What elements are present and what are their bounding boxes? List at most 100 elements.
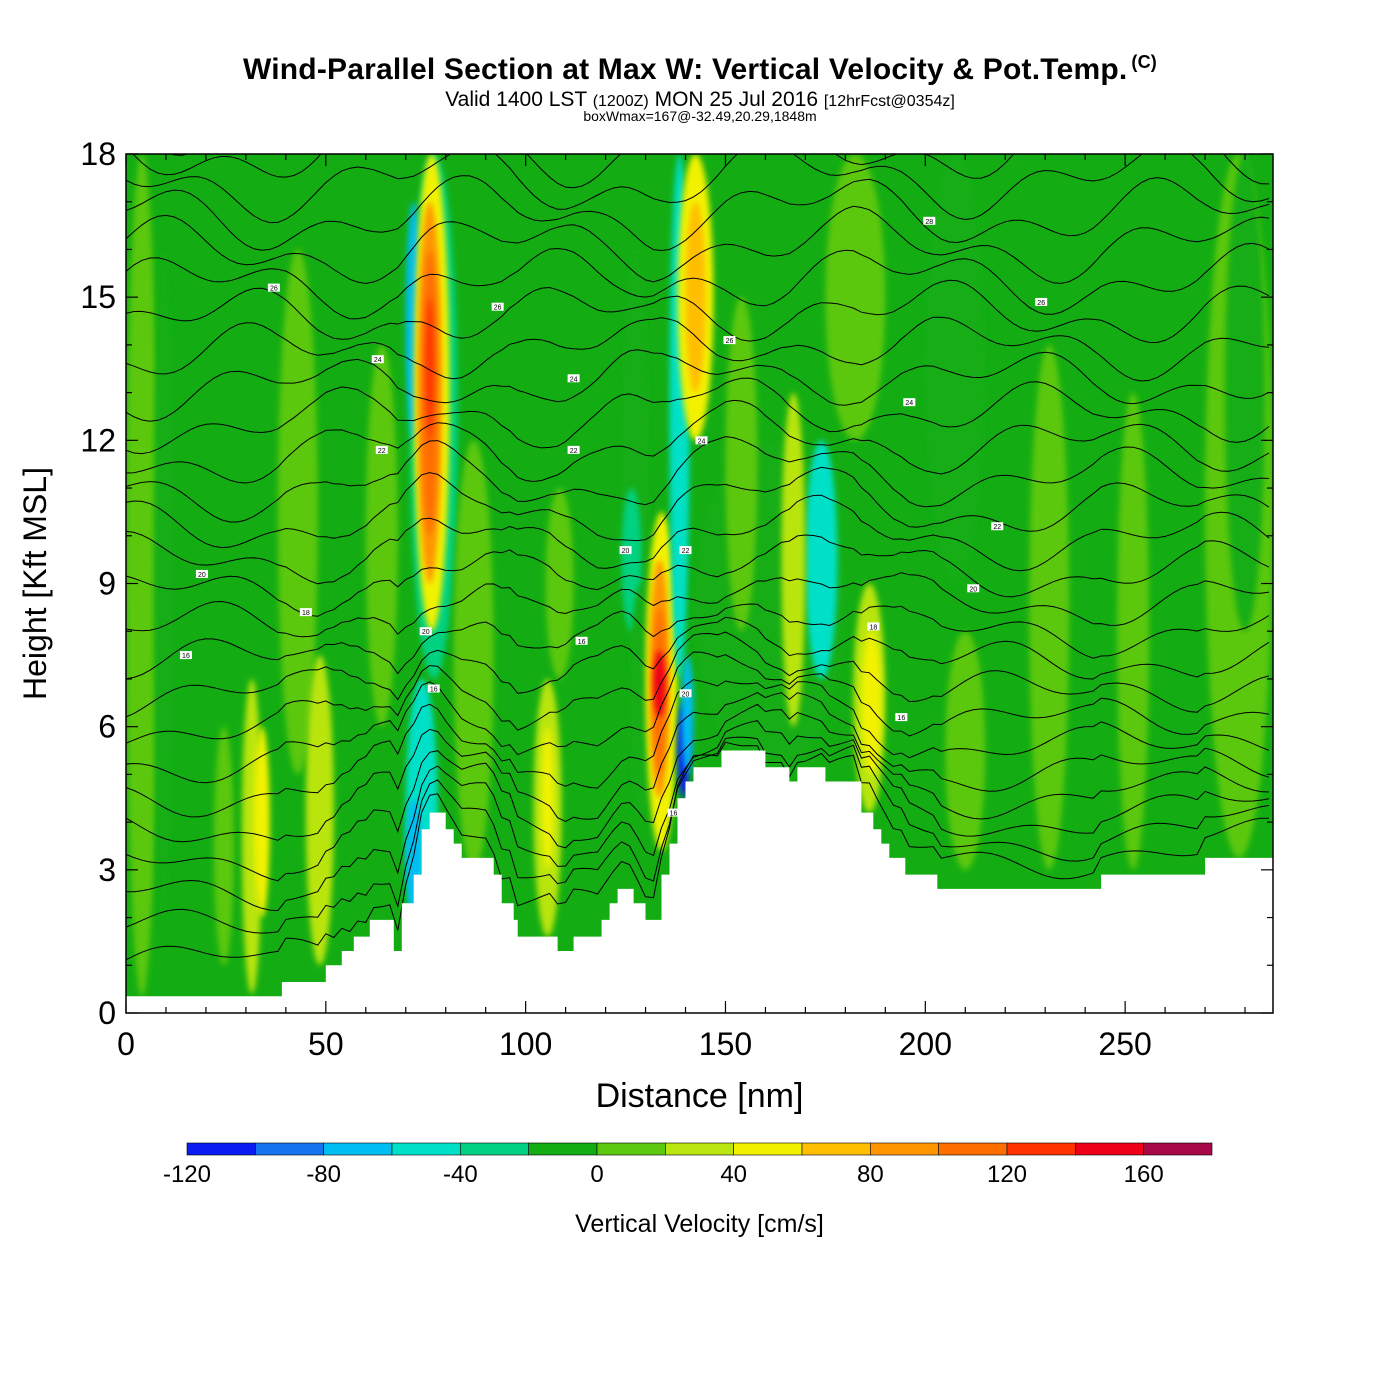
- x-axis-label: Distance [nm]: [596, 1077, 804, 1115]
- contour-label: 26: [494, 305, 502, 312]
- colorbar-swatch: [528, 1142, 598, 1156]
- contour-label-box: [903, 398, 916, 407]
- contour-label-box: [195, 569, 208, 578]
- contour-label: 28: [925, 219, 933, 226]
- colorbar-swatch: [460, 1142, 529, 1156]
- theta-contour-line: [126, 572, 1270, 638]
- contour-label: 20: [622, 548, 630, 555]
- colorbar-swatch: [733, 1142, 803, 1156]
- contour-label: 16: [578, 639, 586, 646]
- colorbar-swatch: [391, 1142, 461, 1156]
- theta-contour-line: [126, 741, 1270, 961]
- contour-label: 16: [182, 653, 190, 660]
- contour-label-box: [267, 283, 280, 292]
- contour-label-box: [619, 546, 632, 555]
- x-tick-label: 200: [899, 1026, 952, 1062]
- contour-label: 18: [302, 610, 310, 617]
- contour-label-box: [375, 445, 388, 454]
- x-tick-label: 150: [699, 1026, 752, 1062]
- theta-contour-line: [126, 436, 1270, 523]
- theta-contour-line: [126, 679, 1270, 818]
- theta-contour-line: [126, 279, 1270, 344]
- contour-label-box: [299, 608, 312, 617]
- contour-label-box: [867, 622, 880, 631]
- contour-label: 22: [378, 448, 386, 455]
- velocity-cell: [213, 726, 234, 966]
- velocity-cell: [1117, 392, 1150, 870]
- colorbar-swatch: [596, 1142, 666, 1156]
- theta-contour-line: [126, 703, 1270, 882]
- contour-label: 26: [726, 338, 734, 345]
- contour-label: 24: [374, 357, 382, 364]
- y-tick-label: 0: [98, 995, 116, 1031]
- theta-contour-line: [126, 242, 1270, 320]
- velocity-cell: [253, 726, 270, 918]
- colorbar-swatch: [801, 1142, 871, 1156]
- contour-label-box: [1035, 297, 1048, 306]
- velocity-cell: [365, 344, 398, 727]
- colorbar-label: Vertical Velocity [cm/s]: [575, 1210, 824, 1238]
- contour-label-box: [491, 302, 504, 311]
- contour-label: 24: [570, 376, 578, 383]
- velocity-cell: [681, 655, 694, 775]
- x-tick-label: 250: [1098, 1026, 1151, 1062]
- y-tick-label: 15: [80, 279, 116, 315]
- colorbar-swatch: [186, 1142, 256, 1156]
- terrain-mask: [126, 750, 1273, 1013]
- contour-label-box: [695, 436, 708, 445]
- contour-label: 16: [430, 686, 438, 693]
- colorbar-swatch: [938, 1142, 1008, 1156]
- velocity-cell: [277, 249, 318, 775]
- colorbar-swatch: [1006, 1142, 1076, 1156]
- theta-contour-line: [126, 616, 1270, 718]
- x-axis: 0 50 100 150 200 250 Distance [nm]: [117, 154, 1246, 1115]
- contour-label-box: [179, 651, 192, 660]
- velocity-cell: [725, 297, 758, 632]
- theta-contour-line: [126, 651, 1270, 784]
- contour-label-box: [679, 546, 692, 555]
- contour-label-box: [427, 684, 440, 693]
- colorbar-swatch: [255, 1142, 324, 1156]
- theta-contour-line: [126, 316, 1270, 382]
- chart-subtitle: Valid 1400 LST (1200Z) MON 25 Jul 2016 […: [445, 88, 955, 111]
- colorbar-tick-label: -40: [443, 1161, 478, 1188]
- theta-contour-line: [126, 154, 1270, 224]
- contour-label: 20: [198, 572, 206, 579]
- colorbar-swatch: [323, 1142, 393, 1156]
- velocity-cell: [805, 440, 838, 679]
- y-axis-label: Height [Kft MSL]: [17, 467, 53, 700]
- colorbar-tick-label: -120: [163, 1161, 211, 1188]
- x-tick-label: 100: [499, 1026, 552, 1062]
- theta-contour-line: [126, 205, 1270, 285]
- colorbar: -120 -80 -40 0 40 80 120 160 Vertical Velocity […: [163, 1142, 1213, 1238]
- contour-label-box: [991, 522, 1004, 531]
- contour-label-box: [419, 627, 432, 636]
- theta-contour-line: [170, 154, 190, 156]
- velocity-cell: [945, 631, 986, 870]
- x-tick-label: 50: [308, 1026, 344, 1062]
- contour-label-box: [967, 584, 980, 593]
- colorbar-tick-label: 40: [720, 1161, 747, 1188]
- theta-contour-line: [126, 349, 1270, 422]
- theta-contour-line: [126, 466, 1270, 549]
- contour-label: 16: [670, 811, 678, 818]
- theta-contour-line: [126, 175, 1270, 252]
- contour-label: 26: [1037, 300, 1045, 307]
- colorbar-swatch: [1075, 1142, 1144, 1156]
- contour-label: 22: [993, 524, 1001, 531]
- y-tick-label: 18: [80, 136, 116, 172]
- chart-title: Wind-Parallel Section at Max W: Vertical…: [243, 52, 1157, 86]
- velocity-cell: [653, 650, 666, 718]
- colorbar-tick-label: 0: [590, 1161, 603, 1188]
- colorbar-swatch: [665, 1142, 734, 1156]
- velocity-cell: [453, 440, 494, 870]
- theta-contour-line: [126, 631, 1270, 744]
- y-tick-label: 12: [80, 422, 116, 458]
- contour-label-box: [723, 336, 736, 345]
- contour-label-box: [923, 216, 936, 225]
- x-tick-label: 0: [117, 1026, 135, 1062]
- contour-label: 22: [682, 548, 690, 555]
- contour-label-box: [567, 374, 580, 383]
- velocity-cell: [861, 631, 882, 775]
- contour-label: 20: [969, 586, 977, 593]
